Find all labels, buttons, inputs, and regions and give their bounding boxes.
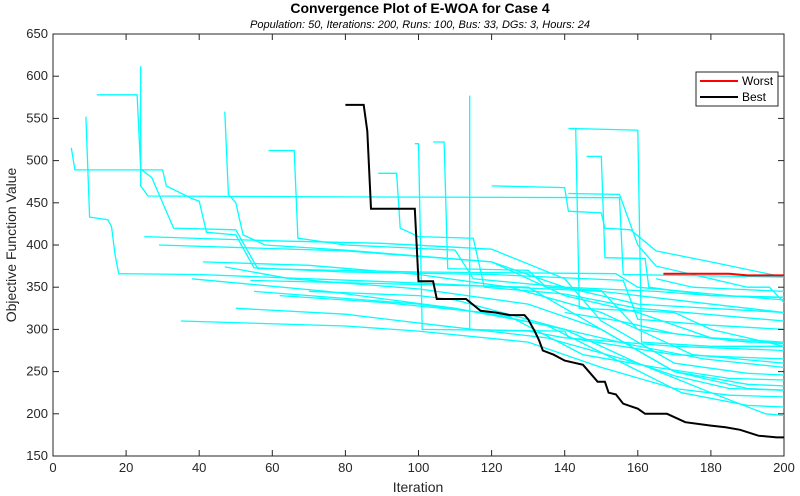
- legend-worst-label: Worst: [742, 74, 774, 88]
- x-tick-label: 140: [554, 460, 576, 475]
- y-axis-title: Objective Function Value: [3, 167, 19, 322]
- run-line-14: [568, 192, 785, 303]
- run-line-5: [224, 111, 785, 314]
- run-line-6: [268, 149, 785, 298]
- y-tick-label: 600: [26, 68, 48, 83]
- y-tick-label: 450: [26, 195, 48, 210]
- run-line-27: [655, 278, 785, 293]
- y-tick-label: 550: [26, 110, 48, 125]
- legend: Worst Best: [695, 71, 779, 107]
- legend-best-label: Best: [742, 90, 767, 104]
- run-line-18: [144, 235, 785, 376]
- x-axis-title: Iteration: [393, 479, 444, 495]
- chart-title: Convergence Plot of E-WOA for Case 4: [290, 0, 550, 16]
- run-line-25: [191, 278, 785, 408]
- run-line-24: [279, 294, 785, 369]
- y-tick-label: 650: [26, 26, 48, 41]
- run-line-26: [235, 307, 785, 417]
- series-lines: [345, 103, 784, 439]
- run-line-1: [140, 66, 785, 278]
- x-tick-label: 180: [700, 460, 722, 475]
- axis-ticks: 0 20 40 60 80 100 120 140 160 180 200 150 200 250 300 3…: [26, 26, 795, 475]
- x-tick-label: 100: [408, 460, 430, 475]
- run-line-28: [564, 311, 785, 345]
- y-tick-label: 200: [26, 406, 48, 421]
- x-tick-label: 20: [119, 460, 133, 475]
- run-line-12: [571, 127, 784, 347]
- run-line-4: [70, 147, 785, 331]
- y-tick-label: 350: [26, 279, 48, 294]
- x-tick-label: 40: [192, 460, 206, 475]
- y-tick-label: 400: [26, 237, 48, 252]
- run-line-13: [586, 155, 785, 298]
- y-tick-label: 500: [26, 153, 48, 168]
- series-line-best: [345, 103, 784, 439]
- x-tick-label: 200: [773, 460, 795, 475]
- x-tick-label: 0: [49, 460, 56, 475]
- y-tick-label: 150: [26, 448, 48, 463]
- chart-subtitle: Population: 50, Iterations: 200, Runs: 1…: [250, 19, 590, 31]
- run-line-9: [469, 95, 785, 352]
- y-tick-label: 250: [26, 364, 48, 379]
- x-tick-label: 80: [338, 460, 352, 475]
- x-tick-label: 160: [627, 460, 649, 475]
- run-line-17: [308, 290, 785, 391]
- run-line-15: [414, 143, 785, 360]
- run-line-21: [224, 266, 785, 391]
- y-tick-label: 300: [26, 321, 48, 336]
- run-line-2: [96, 94, 785, 301]
- x-tick-label: 120: [481, 460, 503, 475]
- run-line-10: [491, 185, 785, 278]
- run-lines: [70, 66, 785, 417]
- run-line-20: [202, 261, 785, 364]
- run-line-22: [180, 320, 785, 398]
- legend-box: [695, 71, 779, 107]
- x-tick-label: 60: [265, 460, 279, 475]
- series-line-worst: [663, 272, 784, 277]
